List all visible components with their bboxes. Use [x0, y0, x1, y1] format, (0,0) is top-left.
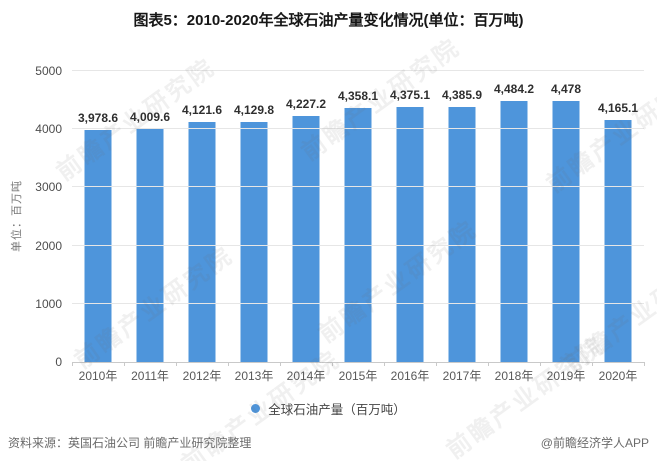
x-tick-label: 2011年: [131, 369, 169, 383]
bar-2015年: [344, 108, 372, 362]
x-tick-label: 2018年: [494, 369, 534, 383]
x-axis-tick: [644, 362, 645, 366]
x-tick-label: 2016年: [390, 369, 430, 383]
y-tick-label: 0: [55, 355, 62, 369]
y-axis: 0 1000 2000 3000 4000 5000: [24, 64, 62, 369]
bar-slot: 4,129.8: [228, 71, 280, 362]
x-axis-tick: [332, 362, 333, 366]
bar-2013年: [240, 121, 268, 362]
bar-value-label: 4,009.6: [129, 109, 171, 124]
bar-slot: 4,227.2: [280, 71, 332, 362]
bar-value-label: 4,478: [550, 82, 582, 97]
bar-slot: 4,165.1: [592, 71, 644, 362]
y-tick-label: 3000: [35, 180, 62, 195]
x-axis-tick: [280, 362, 281, 366]
bar-value-label: 4,165.1: [597, 100, 639, 115]
legend-marker-icon: [251, 404, 261, 413]
x-axis-tick: [176, 362, 177, 366]
y-tick-label: 2000: [35, 238, 62, 253]
bar-value-label: 4,129.8: [233, 102, 275, 117]
source-note: 资料来源：英国石油公司 前瞻产业研究院整理: [8, 436, 252, 450]
bar-2017年: [448, 106, 476, 362]
attribution: @前瞻经济学人APP: [540, 436, 649, 450]
bar-slot: 4,484.2: [488, 71, 540, 362]
gridline: [72, 244, 644, 246]
bar-2019年: [552, 101, 580, 362]
x-axis-tick: [488, 362, 489, 366]
bar-value-label: 4,121.6: [181, 103, 223, 118]
x-axis-tick: [436, 362, 437, 366]
footer: 资料来源：英国石油公司 前瞻产业研究院整理 @前瞻经济学人APP: [8, 434, 649, 451]
bar-value-label: 4,358.1: [337, 89, 379, 104]
x-tick-label: 2019年: [546, 369, 586, 383]
y-tick-label: 1000: [35, 296, 62, 311]
bar-value-label: 3,978.6: [77, 111, 119, 126]
x-axis-tick: [228, 362, 229, 366]
gridline: [72, 302, 644, 304]
y-tick-label: 5000: [35, 64, 62, 78]
bar-2016年: [396, 107, 424, 362]
x-axis-tick: [72, 362, 73, 366]
bar-slot: 4,478: [540, 71, 592, 362]
gridline: [72, 128, 644, 130]
bar-2010年: [84, 130, 112, 362]
bar-2020年: [604, 119, 632, 362]
bar-2012年: [188, 122, 216, 362]
y-axis-unit-label: 单位：百万吨: [11, 180, 23, 252]
x-tick-label: 2013年: [234, 369, 274, 383]
bar-slot: 4,009.6: [124, 71, 176, 362]
x-tick-label: 2017年: [442, 369, 482, 383]
bar-slot: 3,978.6: [72, 71, 124, 362]
chart-title: 图表5：2010-2020年全球石油产量变化情况(单位：百万吨): [133, 12, 524, 29]
bar-slot: 4,385.9: [436, 71, 488, 362]
x-axis-tick: [540, 362, 541, 366]
x-tick-label: 2020年: [598, 369, 638, 383]
bar-slot: 4,121.6: [176, 71, 228, 362]
bar-value-label: 4,385.9: [441, 87, 483, 102]
plot-area: 3,978.6 4,009.6 4,121.6 4,129.8 4,227.2 4,358…: [72, 70, 645, 366]
x-tick-label: 2014年: [286, 369, 326, 383]
gridline: [72, 186, 644, 188]
x-axis-tick: [592, 362, 593, 366]
bar-slot: 4,375.1: [384, 71, 436, 362]
legend-label: 全球石油产量（百万吨）: [268, 403, 406, 417]
bar-slot: 4,358.1: [332, 71, 384, 362]
x-axis-tick: [124, 362, 125, 366]
x-tick-label: 2015年: [338, 369, 378, 383]
x-tick-label: 2010年: [78, 369, 118, 383]
bar-value-label: 4,484.2: [493, 82, 535, 97]
bar-series: 3,978.6 4,009.6 4,121.6 4,129.8 4,227.2 4,358…: [72, 71, 644, 362]
x-tick-label: 2012年: [182, 369, 222, 383]
legend: 全球石油产量（百万吨）: [0, 399, 657, 418]
x-axis: 2010年 2011年 2012年 2013年 2014年 2015年 2016年 2017年…: [72, 367, 644, 384]
gridline: [72, 70, 644, 71]
bar-value-label: 4,227.2: [285, 96, 327, 111]
bar-2018年: [500, 101, 528, 362]
bar-2014年: [292, 115, 320, 362]
y-tick-label: 4000: [35, 122, 62, 137]
bar-value-label: 4,375.1: [389, 88, 431, 103]
x-axis-tick: [384, 362, 385, 366]
